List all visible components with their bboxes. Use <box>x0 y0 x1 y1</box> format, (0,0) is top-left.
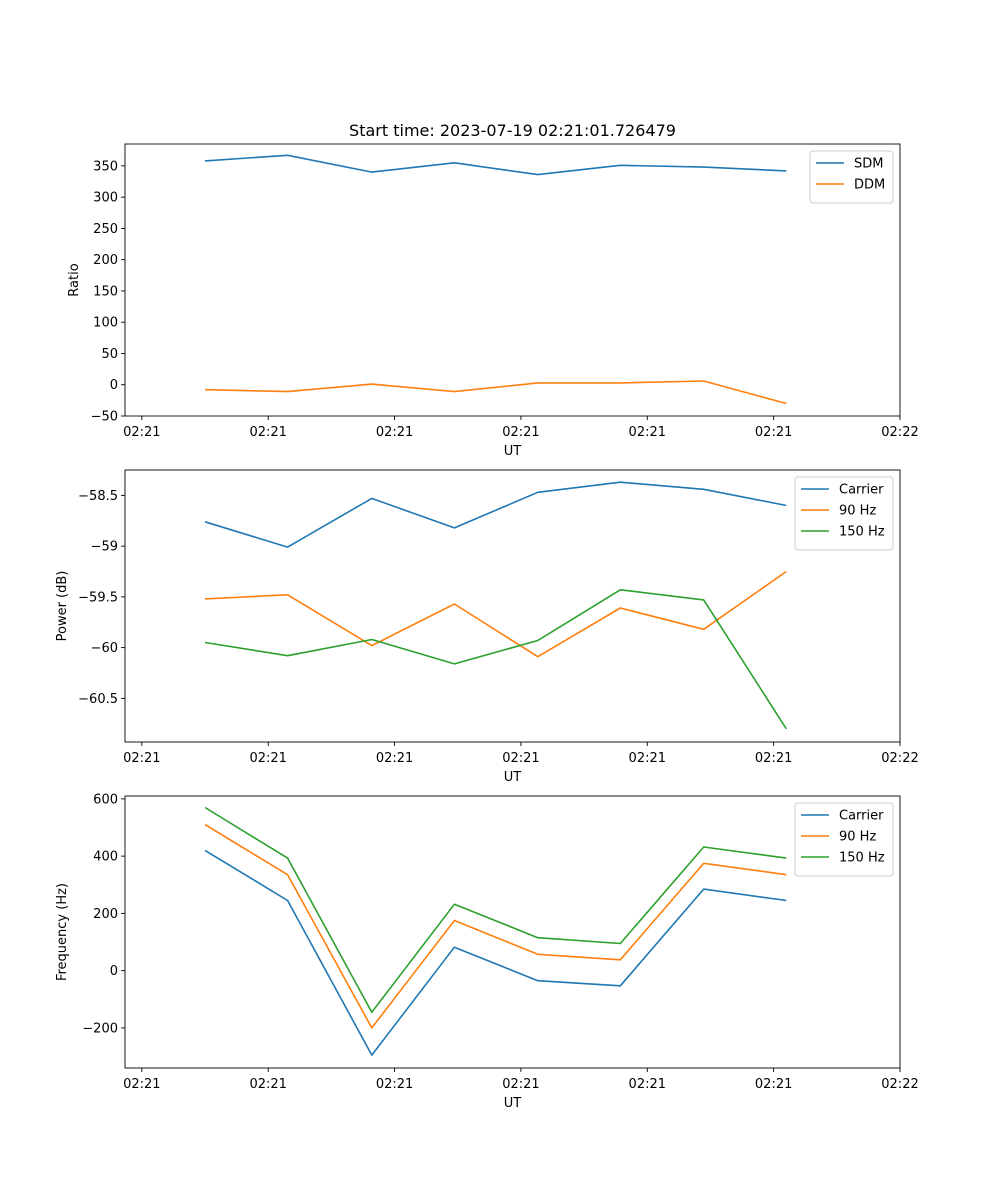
x-tick-label: 02:21 <box>502 1077 539 1092</box>
x-tick-label: 02:21 <box>629 1077 666 1092</box>
x-tick-label: 02:21 <box>629 751 666 766</box>
series-line-150-hz <box>204 806 787 1014</box>
x-tick-label: 02:21 <box>123 425 160 440</box>
plot-frame <box>124 469 901 743</box>
x-tick-label: 02:21 <box>629 425 666 440</box>
plot-frame <box>124 795 901 1069</box>
x-tick-label: 02:21 <box>376 751 413 766</box>
legend-label: 150 Hz <box>839 851 885 866</box>
legend-label: DDM <box>854 178 885 193</box>
y-tick-label: 100 <box>93 316 118 331</box>
x-tick-label: 02:21 <box>502 425 539 440</box>
legend-box <box>809 150 894 204</box>
series-line-150-hz <box>204 588 787 730</box>
y-axis-label: Frequency (Hz) <box>55 883 70 981</box>
y-tick-label: 0 <box>110 964 118 979</box>
y-tick-label: 50 <box>101 347 118 362</box>
y-tick-label: 150 <box>93 284 118 299</box>
chart-title: Start time: 2023-07-19 02:21:01.726479 <box>349 121 676 140</box>
y-tick-label: 400 <box>93 850 118 865</box>
y-tick-label: 350 <box>93 159 118 174</box>
legend-label: 90 Hz <box>839 830 876 845</box>
x-tick-label: 02:21 <box>249 425 286 440</box>
y-axis-label: Power (dB) <box>55 571 70 642</box>
series-line-90-hz <box>204 823 787 1029</box>
legend-label: 90 Hz <box>839 504 876 519</box>
legend-label: Carrier <box>839 483 884 498</box>
y-tick-label: −58.5 <box>78 489 118 504</box>
y-tick-label: −59 <box>91 540 118 555</box>
y-tick-label: −200 <box>82 1021 118 1036</box>
x-tick-label: 02:21 <box>755 425 792 440</box>
x-tick-label: 02:21 <box>376 425 413 440</box>
series-line-90-hz <box>204 570 787 658</box>
x-tick-label: 02:21 <box>376 1077 413 1092</box>
x-axis-label: UT <box>504 770 522 785</box>
x-axis-label: UT <box>504 444 522 459</box>
y-tick-label: 600 <box>93 792 118 807</box>
legend-label: Carrier <box>839 809 884 824</box>
y-tick-label: 300 <box>93 191 118 206</box>
series-line-sdm <box>204 154 787 176</box>
series-line-ddm <box>204 380 787 405</box>
y-tick-label: 0 <box>110 378 118 393</box>
series-line-carrier <box>204 849 787 1056</box>
y-tick-label: 200 <box>93 253 118 268</box>
y-tick-label: −50 <box>91 410 118 425</box>
panel-3: 02:21 02:21 02:21 02:21 02:21 02:21 02:22 −200 0… <box>55 792 919 1111</box>
x-tick-label: 02:21 <box>249 1077 286 1092</box>
legend-label: SDM <box>854 157 883 172</box>
x-tick-label: 02:21 <box>502 751 539 766</box>
panel-2: 02:21 02:21 02:21 02:21 02:21 02:21 02:22 −60.5… <box>55 469 919 785</box>
panel-1: 02:21 02:21 02:21 02:21 02:21 02:21 02:22 −50 0 5… <box>67 143 919 459</box>
x-tick-label: 02:22 <box>881 751 918 766</box>
y-tick-label: 250 <box>93 222 118 237</box>
x-axis-label: UT <box>504 1096 522 1111</box>
y-tick-label: 200 <box>93 907 118 922</box>
x-tick-label: 02:22 <box>881 425 918 440</box>
plot-frame <box>124 143 901 417</box>
y-tick-label: −60.5 <box>78 692 118 707</box>
x-tick-label: 02:21 <box>123 1077 160 1092</box>
x-tick-label: 02:21 <box>755 751 792 766</box>
x-tick-label: 02:22 <box>881 1077 918 1092</box>
y-axis-label: Ratio <box>67 263 82 296</box>
x-tick-label: 02:21 <box>249 751 286 766</box>
y-tick-label: −60 <box>91 641 118 656</box>
x-tick-label: 02:21 <box>123 751 160 766</box>
legend-label: 150 Hz <box>839 525 885 540</box>
x-tick-label: 02:21 <box>755 1077 792 1092</box>
series-line-carrier <box>204 481 787 548</box>
y-tick-label: −59.5 <box>78 590 118 605</box>
